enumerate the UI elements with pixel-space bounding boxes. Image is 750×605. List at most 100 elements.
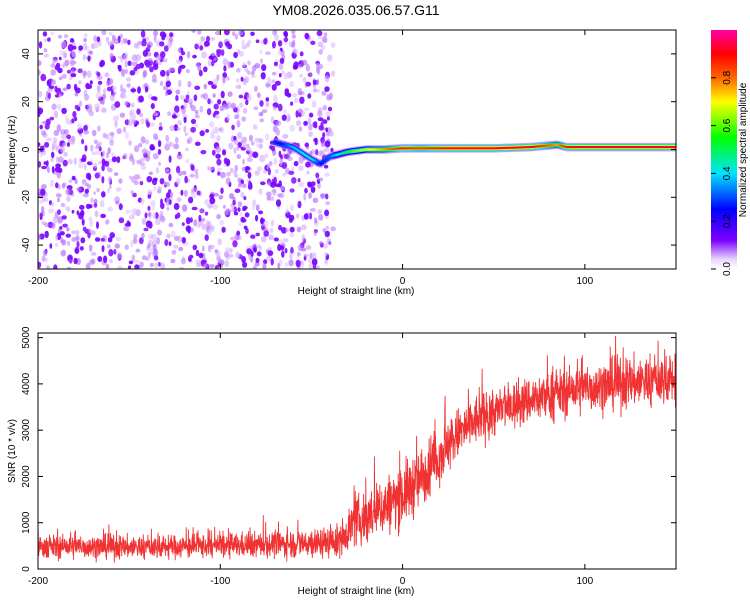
heatmap-noise-cell (273, 106, 277, 111)
heatmap-noise-cell (142, 49, 148, 57)
heatmap-noise-cell (257, 244, 261, 249)
heatmap-noise-cell (81, 218, 85, 226)
heatmap-noise-cell (243, 196, 247, 201)
heatmap-noise-cell (58, 92, 62, 98)
heatmap-noise-cell (59, 145, 65, 153)
heatmap-noise-cell (207, 203, 213, 209)
heatmap-noise-cell (106, 166, 110, 171)
heatmap-noise-cell (215, 153, 221, 159)
heatmap-noise-cell (231, 124, 235, 131)
heatmap-noise-cell (147, 211, 152, 218)
heatmap-noise-cell (156, 237, 161, 245)
heatmap-noise-cell (272, 79, 275, 84)
heatmap-noise-cell (220, 49, 225, 56)
heatmap-noise-cell (288, 259, 294, 267)
heatmap-noise-cell (223, 210, 229, 216)
heatmap-noise-cell (153, 112, 159, 117)
heatmap-noise-cell (290, 246, 294, 254)
heatmap-noise-cell (193, 168, 199, 174)
heatmap-noise-cell (173, 202, 180, 211)
heatmap-noise-cell (66, 206, 71, 213)
heatmap-noise-cell (67, 44, 74, 52)
heatmap-noise-cell (242, 183, 247, 189)
spectrogram-x-axis: -200 -100 0 100 (28, 30, 594, 287)
heatmap-noise-cell (75, 87, 81, 94)
heatmap-noise-cell (128, 260, 134, 265)
heatmap-noise-cell (127, 39, 131, 45)
heatmap-noise-cell (70, 59, 75, 65)
heatmap-noise-cell (312, 88, 318, 93)
heatmap-noise-cell (81, 178, 87, 186)
heatmap-noise-cell (281, 185, 285, 191)
heatmap-noise-cell (93, 162, 98, 168)
heatmap-noise-cell (319, 241, 323, 246)
heatmap-noise-cell (59, 231, 65, 236)
heatmap-noise-cell (41, 130, 47, 136)
heatmap-noise-cell (256, 92, 261, 98)
heatmap-noise-cell (88, 184, 92, 189)
heatmap-noise-cell (298, 108, 303, 114)
snr-xlabel: Height of straight line (km) (298, 586, 415, 597)
heatmap-noise-cell (78, 161, 84, 169)
heatmap-noise-cell (96, 84, 101, 93)
heatmap-noise-cell (155, 217, 161, 226)
heatmap-noise-cell (153, 185, 157, 192)
heatmap-noise-cell (303, 120, 308, 126)
heatmap-noise-cell (233, 147, 237, 154)
heatmap-noise-cell (147, 43, 151, 50)
heatmap-noise-cell (207, 80, 214, 85)
heatmap-noise-cell (219, 220, 224, 226)
heatmap-noise-cell (152, 153, 159, 160)
heatmap-noise-cell (101, 158, 106, 166)
heatmap-noise-cell (292, 48, 297, 54)
heatmap-noise-cell (134, 60, 138, 65)
heatmap-noise-cell (277, 262, 281, 269)
heatmap-noise-cell (322, 228, 326, 233)
heatmap-noise-cell (144, 212, 148, 219)
heatmap-noise-cell (55, 62, 61, 68)
heatmap-noise-cell (325, 201, 330, 206)
heatmap-noise-cell (224, 251, 230, 258)
heatmap-noise-cell (94, 237, 101, 242)
heatmap-noise-cell (58, 156, 64, 163)
heatmap-noise-cell (141, 218, 147, 225)
heatmap-noise-cell (213, 192, 219, 197)
heatmap-noise-cell (224, 260, 230, 268)
y-tick-label: 4000 (21, 372, 32, 395)
heatmap-noise-cell (185, 147, 189, 152)
heatmap-noise-cell (310, 186, 316, 194)
heatmap-noise-cell (216, 50, 221, 57)
heatmap-noise-cell (238, 222, 243, 227)
heatmap-noise-cell (88, 244, 93, 250)
heatmap-noise-cell (255, 257, 260, 264)
heatmap-noise-cell (167, 69, 171, 75)
heatmap-noise-cell (38, 261, 42, 269)
heatmap-noise-cell (173, 143, 180, 150)
heatmap-noise-cell (56, 124, 61, 132)
heatmap-noise-cell (204, 199, 209, 206)
heatmap-noise-cell (101, 107, 107, 113)
heatmap-noise-cell (265, 51, 271, 56)
heatmap-noise-cell (278, 192, 285, 199)
heatmap-noise-cell (54, 94, 60, 98)
heatmap-noise-cell (226, 113, 230, 121)
heatmap-noise-cell (74, 104, 79, 110)
heatmap-noise-cell (71, 118, 75, 124)
heatmap-noise-cell (315, 172, 320, 179)
heatmap-noise-cell (226, 171, 231, 177)
heatmap-noise-cell (206, 35, 210, 43)
heatmap-noise-cell (201, 223, 207, 231)
heatmap-noise-cell (322, 132, 326, 138)
heatmap-noise-cell (82, 71, 86, 79)
heatmap-noise-cell (67, 69, 71, 74)
heatmap-noise-cell (156, 40, 161, 47)
heatmap-noise-cell (186, 51, 191, 59)
heatmap-noise-cell (140, 30, 146, 38)
heatmap-noise-cell (168, 155, 172, 163)
heatmap-noise-cell (266, 191, 272, 197)
heatmap-noise-cell (238, 50, 244, 57)
heatmap-noise-cell (115, 187, 122, 192)
heatmap-noise-cell (146, 176, 153, 183)
heatmap-noise-cell (175, 89, 181, 95)
heatmap-noise-cell (69, 139, 75, 145)
